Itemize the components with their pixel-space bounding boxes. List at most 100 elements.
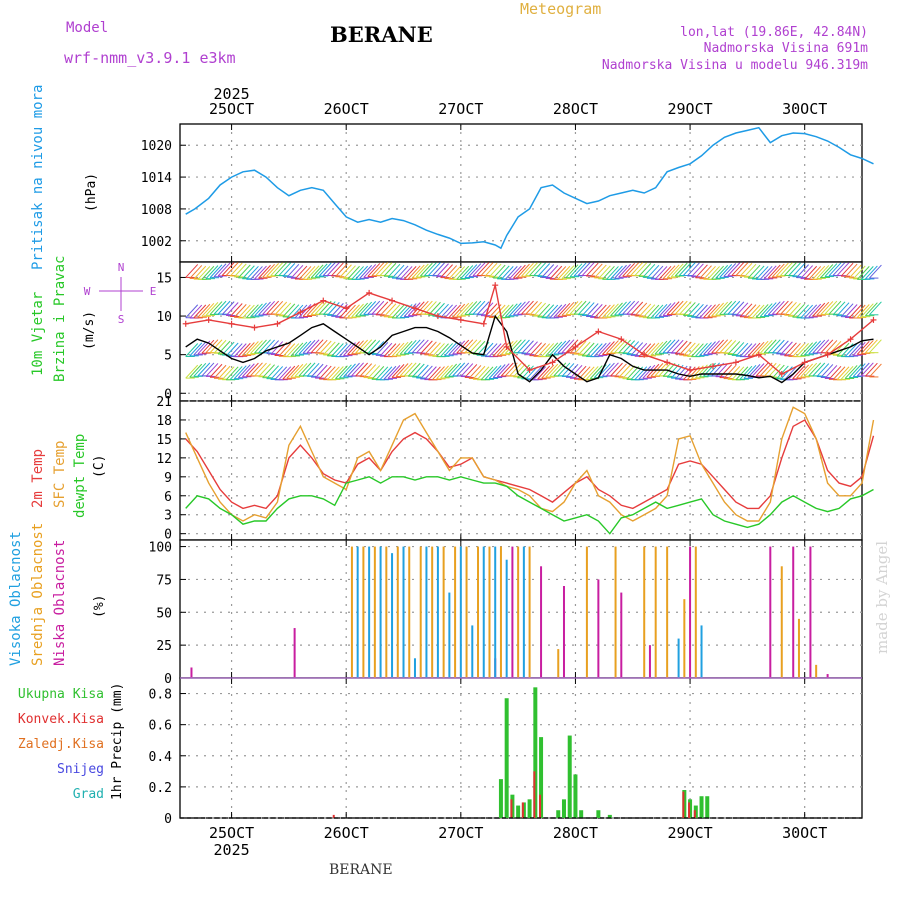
wind-barb xyxy=(197,303,211,318)
wind-barb xyxy=(771,339,785,354)
wind-barb xyxy=(767,339,781,354)
wind-barb xyxy=(727,300,741,315)
wind-barb xyxy=(638,263,652,277)
wind-barb xyxy=(638,343,652,357)
cloud-bar xyxy=(585,546,588,678)
precip-bar xyxy=(596,810,601,818)
wind-barb xyxy=(428,366,441,381)
cloud-bar xyxy=(540,566,543,678)
wind-barb xyxy=(436,303,449,318)
precip-bar xyxy=(504,698,509,818)
cloud-unit: (%) xyxy=(92,594,107,618)
wind-barb xyxy=(533,302,547,317)
x-bottom-label: 27OCT xyxy=(438,824,483,842)
wind-barb xyxy=(561,363,575,377)
wind-barb xyxy=(735,262,749,276)
compass-letter: S xyxy=(118,313,125,326)
wind-barb xyxy=(468,300,482,315)
wind-barb xyxy=(258,264,271,279)
wind-barb xyxy=(242,363,255,378)
model-name: wrf-nmm_v3.9.1 e3km xyxy=(64,49,236,67)
wind-barb xyxy=(755,266,769,280)
wind-barb xyxy=(751,265,765,280)
wind-barb xyxy=(776,365,789,380)
wind-barb xyxy=(411,264,425,279)
wind-barb xyxy=(379,302,393,317)
wind-barb xyxy=(820,264,834,278)
cloud-title-1: Visoka Oblacnost xyxy=(8,531,24,666)
wind-barb xyxy=(670,263,684,278)
wind-barb xyxy=(306,265,320,280)
wind-barb xyxy=(695,342,708,357)
wind-barb xyxy=(205,302,219,316)
wind-barb xyxy=(618,300,631,315)
wind-barb xyxy=(306,362,320,377)
wind-barb xyxy=(723,365,737,379)
wind-barb xyxy=(581,342,595,357)
wind-barb xyxy=(767,301,781,316)
wind-barb xyxy=(707,266,720,280)
cloud-bar xyxy=(425,546,428,678)
wind-barb xyxy=(383,303,397,318)
compass-letter: E xyxy=(150,285,157,298)
wind-barb xyxy=(440,343,453,357)
wind-barb xyxy=(314,300,328,315)
cloud-bar xyxy=(666,546,669,678)
y-tick-label: 3 xyxy=(164,509,172,524)
wind-barb xyxy=(739,262,753,277)
wind-barb xyxy=(500,304,514,318)
wind-barb xyxy=(318,340,332,355)
elevation-label: Nadmorska Visina 691m xyxy=(703,41,868,56)
wind-barb xyxy=(593,342,607,357)
wind-barb xyxy=(804,362,818,377)
wind-barb xyxy=(411,339,425,354)
wind-barb xyxy=(197,362,211,377)
wind-barb xyxy=(602,265,615,280)
wind-barb xyxy=(424,262,437,276)
wind-barb xyxy=(367,263,381,277)
wind-barb xyxy=(472,262,486,277)
wind-barb xyxy=(205,339,219,354)
wind-barb xyxy=(403,303,417,317)
wind-barb xyxy=(331,366,344,380)
wind-barb xyxy=(569,263,583,278)
wind-barb xyxy=(367,300,381,315)
wind-barb xyxy=(420,365,433,380)
cloud-bar xyxy=(391,553,394,678)
wind-barb xyxy=(553,340,567,355)
wind-barb xyxy=(387,343,401,357)
wind-barb xyxy=(852,363,866,377)
wind-barb xyxy=(610,265,623,280)
wind-barb xyxy=(250,266,263,280)
wind-barb xyxy=(836,262,850,276)
wind-barb xyxy=(229,303,243,317)
wind-barb xyxy=(420,340,433,355)
wind-barb xyxy=(743,343,757,357)
wind-barb xyxy=(747,304,761,319)
y-tick-label: 15 xyxy=(156,433,172,448)
precip-bar xyxy=(567,735,572,818)
wind-barb xyxy=(699,304,712,319)
precip-bar xyxy=(607,814,612,818)
wind-barb xyxy=(812,339,826,354)
wind-barb xyxy=(343,363,356,378)
wind-barb xyxy=(634,366,648,381)
cloud-bar xyxy=(557,649,560,678)
cloud-bar xyxy=(694,546,697,678)
wind-barb xyxy=(731,342,745,356)
wind-barb xyxy=(654,266,668,280)
wind-barb xyxy=(577,341,591,356)
wind-barb xyxy=(492,364,506,378)
wind-barb xyxy=(185,343,199,357)
cloud-title-2: Srednja Oblacnost xyxy=(30,522,46,666)
cloud-bar xyxy=(614,546,617,678)
wind-barb xyxy=(375,301,389,316)
cloud-bar xyxy=(797,618,800,678)
wind-barb xyxy=(310,301,324,315)
wind-barb xyxy=(747,342,761,357)
wind-barb xyxy=(646,304,660,319)
wind-barb xyxy=(504,266,518,280)
wind-barb xyxy=(339,304,352,319)
wind-barb xyxy=(513,301,526,316)
wind-barb xyxy=(691,343,704,357)
